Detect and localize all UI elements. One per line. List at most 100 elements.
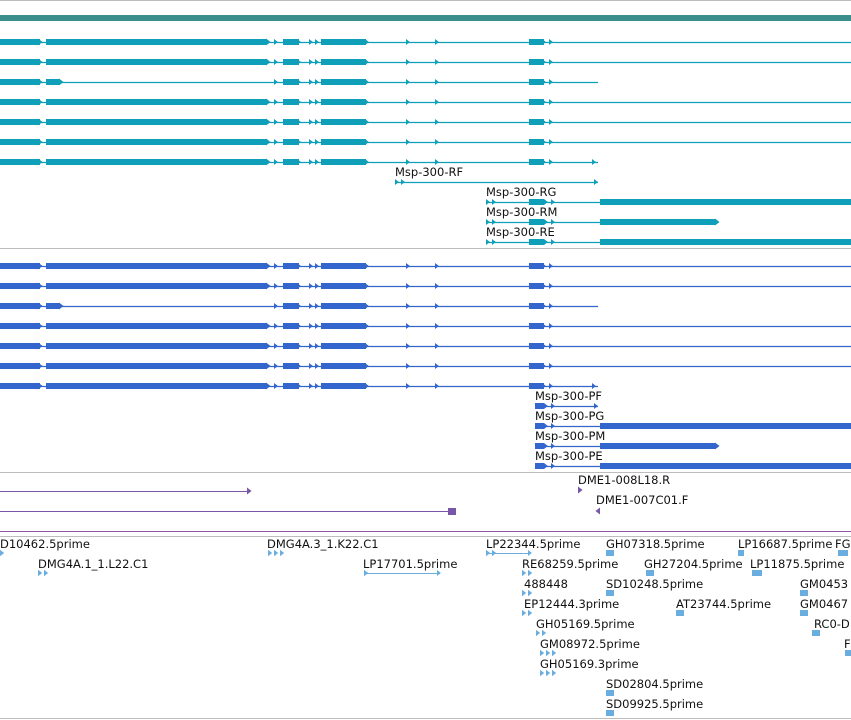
est-label[interactable]: RC0-D (814, 617, 850, 631)
protein-label[interactable]: Msp-300-PG (535, 409, 605, 423)
strand-arrow (38, 262, 43, 270)
est-feature[interactable] (738, 550, 744, 556)
bac-label[interactable]: DME1-007C01.F (596, 493, 689, 507)
transcript-row[interactable] (0, 158, 598, 166)
strand-arrow (274, 119, 278, 125)
transcript-row[interactable] (395, 179, 598, 185)
transcript-row[interactable] (0, 138, 851, 146)
est-label[interactable]: FG (835, 537, 851, 551)
exon (529, 39, 544, 45)
est-label[interactable]: DMG4A.1_1.L22.C1 (38, 557, 149, 571)
est-feature[interactable] (522, 569, 533, 577)
transcript-row[interactable] (0, 98, 851, 106)
protein-row[interactable] (535, 403, 598, 409)
est-label[interactable]: GH27204.5prime (644, 557, 743, 571)
protein-row[interactable] (0, 322, 851, 330)
est-feature[interactable] (845, 650, 851, 656)
est-feature[interactable] (522, 609, 533, 617)
strand-arrow (297, 139, 301, 145)
protein-row[interactable] (535, 463, 851, 469)
protein-row[interactable] (0, 362, 851, 370)
transcript-row[interactable] (0, 78, 598, 86)
est-feature[interactable] (540, 669, 557, 677)
est-label[interactable]: GH07318.5prime (606, 537, 705, 551)
est-label[interactable]: GM08972.5prime (540, 637, 640, 651)
est-feature[interactable] (38, 569, 49, 577)
strand-arrow (297, 303, 301, 309)
strand-arrow (365, 139, 369, 145)
strand-arrow (297, 119, 301, 125)
est-feature[interactable] (800, 610, 808, 616)
est-feature[interactable] (606, 690, 614, 696)
transcript-row[interactable] (0, 58, 851, 66)
protein-row[interactable] (0, 382, 598, 390)
transcript-row[interactable] (486, 218, 720, 226)
transcript-row[interactable] (0, 38, 851, 46)
strand-arrow (544, 199, 548, 205)
est-label[interactable]: GH05169.5prime (536, 617, 635, 631)
est-arrow (492, 549, 497, 557)
strand-arrow (549, 59, 553, 65)
protein-row[interactable] (535, 423, 851, 429)
bac-label[interactable]: DME1-008L18.R (578, 473, 671, 487)
protein-label[interactable]: Msp-300-PF (535, 389, 603, 403)
est-label[interactable]: GM0467 (800, 597, 849, 611)
est-feature[interactable] (0, 549, 5, 557)
est-feature[interactable] (522, 589, 533, 597)
est-label[interactable]: RE68259.5prime (522, 557, 619, 571)
est-feature[interactable] (268, 549, 285, 557)
est-label[interactable]: GM0453 (800, 577, 849, 591)
transcript-row[interactable] (486, 199, 851, 205)
est-feature[interactable] (752, 570, 762, 576)
est-feature[interactable] (646, 570, 654, 576)
est-label[interactable]: GH05169.3prime (540, 657, 639, 671)
protein-row[interactable] (0, 262, 851, 270)
strand-arrow (315, 263, 319, 269)
est-label[interactable]: SD02804.5prime (606, 677, 704, 691)
est-label[interactable]: SD09925.5prime (606, 697, 704, 711)
est-feature[interactable] (540, 649, 557, 657)
est-feature[interactable] (676, 610, 684, 616)
protein-row[interactable] (0, 302, 598, 310)
transcript-label[interactable]: Msp-300-RG (486, 185, 557, 199)
est-feature[interactable] (838, 550, 848, 556)
strand-arrow (38, 38, 43, 46)
est-label[interactable]: 488448 (524, 577, 568, 591)
est-feature[interactable] (606, 550, 614, 556)
transcript-label[interactable]: Msp-300-RE (486, 225, 555, 239)
est-feature[interactable] (606, 590, 614, 596)
est-label[interactable]: LP22344.5prime (486, 537, 581, 551)
est-feature[interactable] (536, 629, 547, 637)
est-feature[interactable] (364, 569, 440, 577)
est-label[interactable]: LP16687.5prime (738, 537, 833, 551)
est-label[interactable]: LP17701.5prime (363, 557, 458, 571)
strand-arrow (365, 119, 369, 125)
transcript-label[interactable]: Msp-300-RM (486, 205, 558, 219)
transcript-row[interactable] (486, 239, 851, 245)
est-feature[interactable] (486, 549, 530, 557)
est-label[interactable]: DMG4A.3_1.K22.C1 (267, 537, 379, 551)
protein-row[interactable] (0, 282, 851, 290)
est-feature[interactable] (800, 590, 808, 596)
strand-arrow (435, 363, 439, 369)
strand-arrow (266, 158, 271, 166)
protein-label[interactable]: Msp-300-PM (535, 429, 606, 443)
strand-arrow (542, 39, 546, 45)
est-label[interactable]: EP12444.3prime (524, 597, 620, 611)
transcript-label[interactable]: Msp-300-RF (395, 165, 464, 179)
est-label[interactable]: AT23744.5prime (676, 597, 772, 611)
protein-label[interactable]: Msp-300-PE (535, 449, 603, 463)
transcript-row[interactable] (0, 118, 851, 126)
protein-row[interactable] (0, 342, 851, 350)
exon (529, 99, 544, 105)
exon (529, 343, 544, 349)
est-feature[interactable] (812, 630, 820, 636)
est-feature[interactable] (606, 710, 614, 716)
protein-row[interactable] (535, 442, 720, 450)
gene-span-bar[interactable] (0, 15, 851, 21)
est-label[interactable]: LP11875.5prime (750, 557, 845, 571)
est-label[interactable]: F (844, 637, 851, 651)
est-label[interactable]: D10462.5prime (0, 537, 90, 551)
est-label[interactable]: SD10248.5prime (606, 577, 704, 591)
